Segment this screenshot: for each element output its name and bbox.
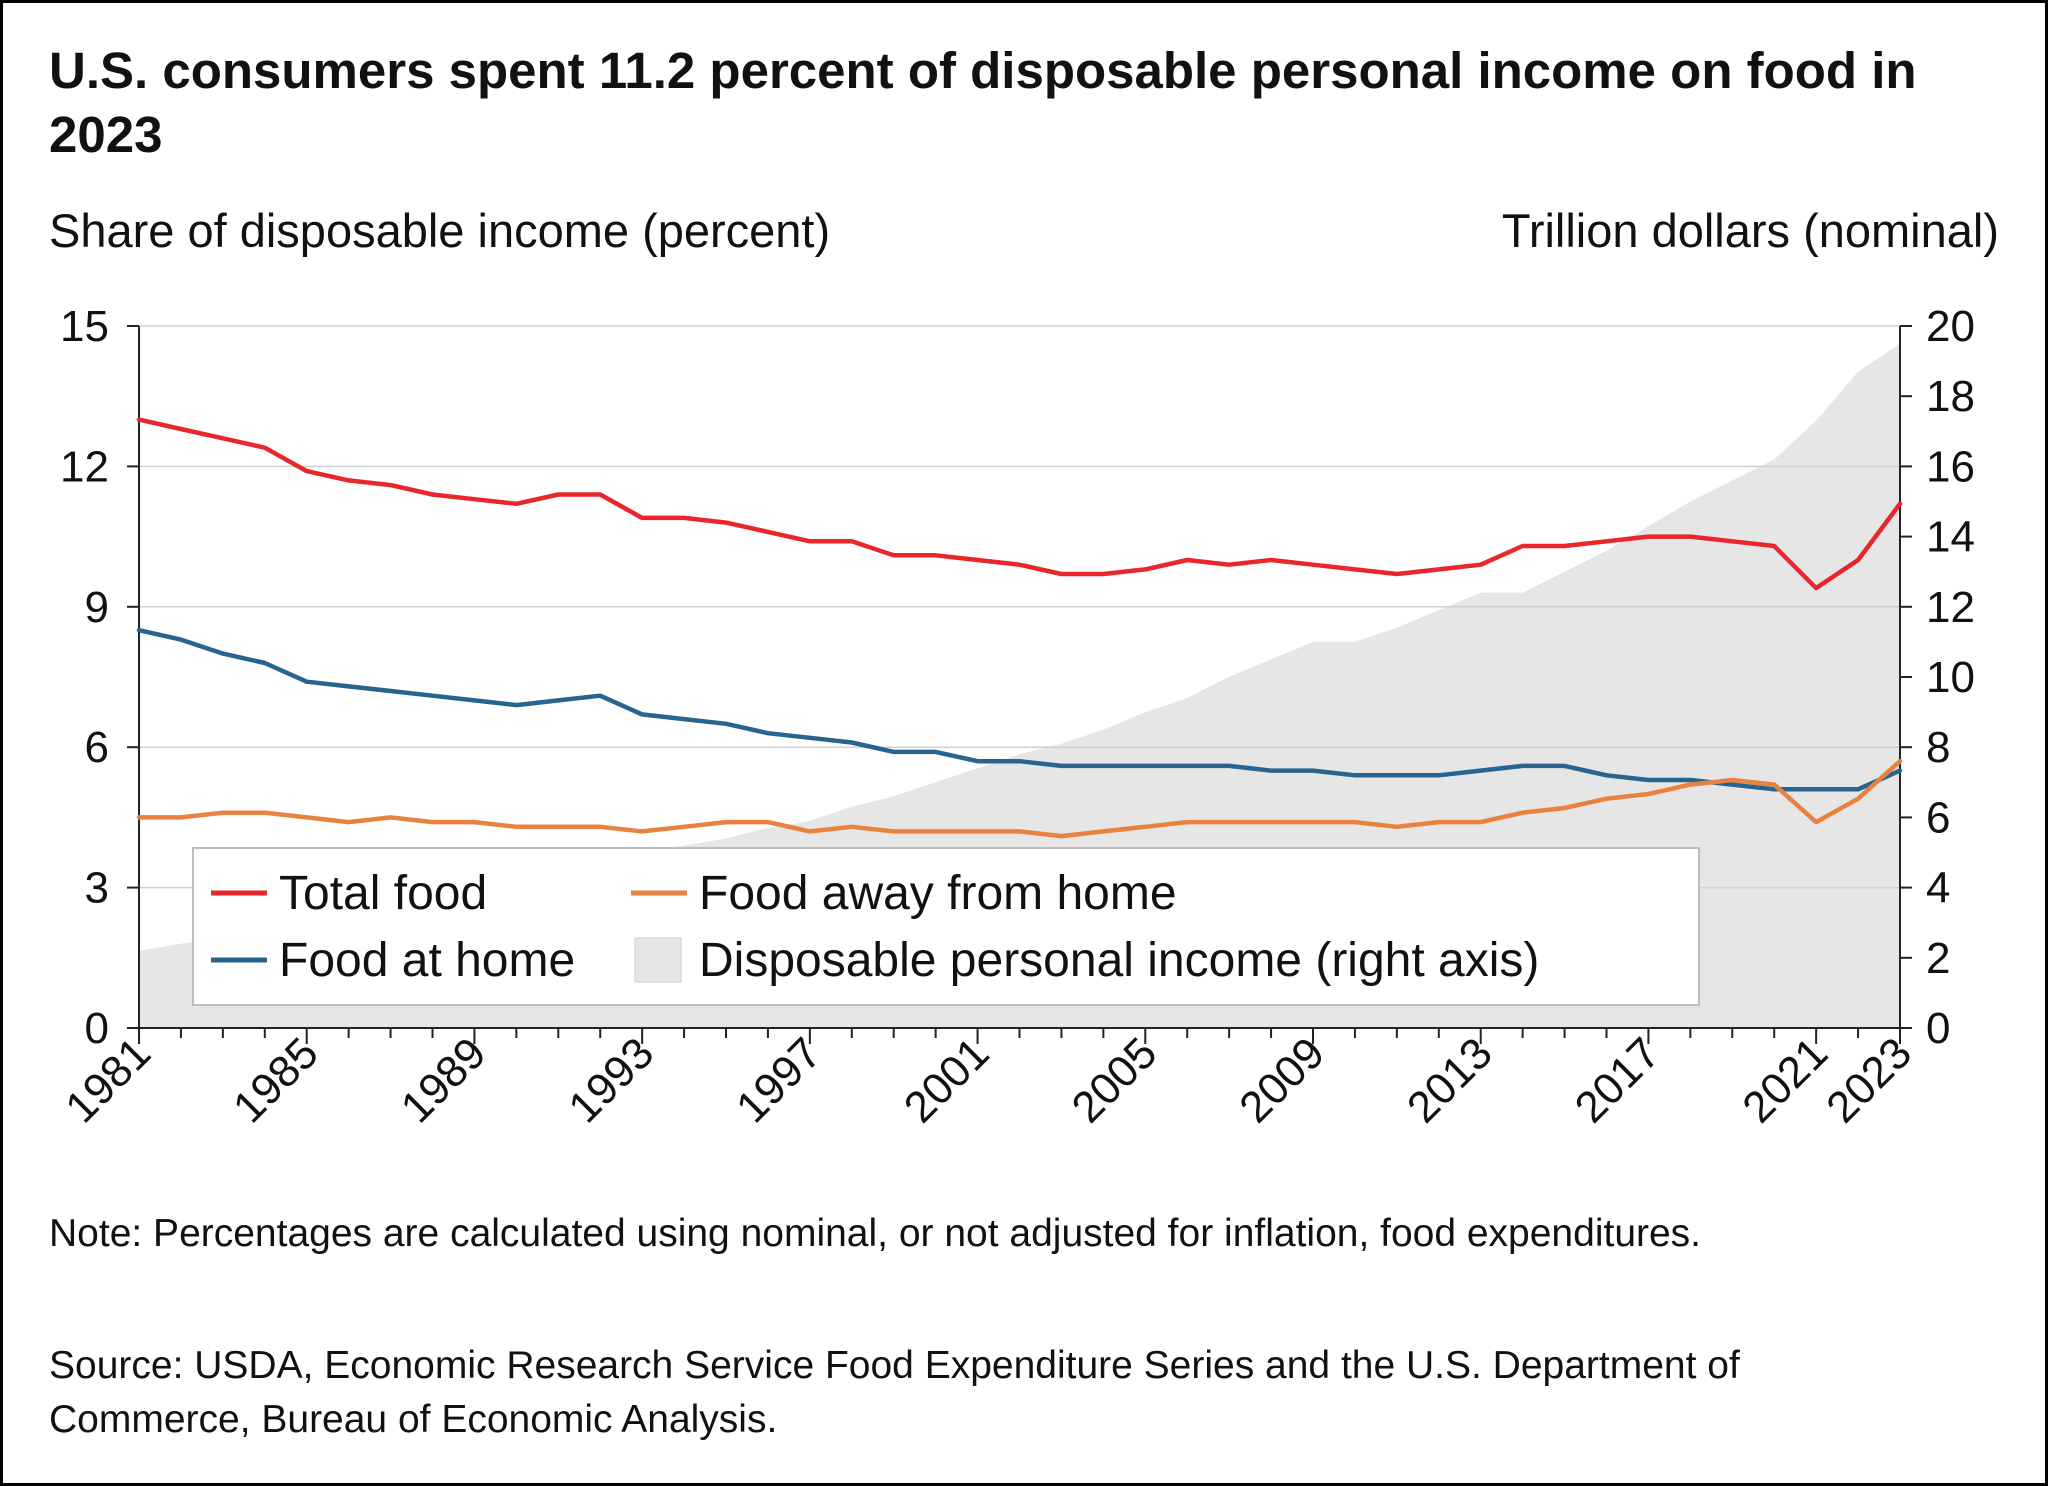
x-tick-label: 2005 <box>1062 1028 1166 1132</box>
right-axis-title: Trillion dollars (nominal) <box>1501 204 1999 257</box>
lines-layer <box>136 417 1903 839</box>
legend-label-total-food: Total food <box>279 867 487 920</box>
x-tick-label: 1993 <box>559 1028 663 1132</box>
left-axis-title: Share of disposable income (percent) <box>49 204 831 257</box>
left-tick-label: 6 <box>85 723 109 772</box>
x-tick-label: 1989 <box>392 1028 496 1132</box>
left-tick-label: 0 <box>85 1004 109 1053</box>
x-tick-label: 2017 <box>1566 1028 1670 1132</box>
right-tick-label: 6 <box>1926 793 1950 842</box>
left-tick-label: 12 <box>60 442 109 491</box>
chart-note: Note: Percentages are calculated using n… <box>49 1212 1702 1255</box>
legend-label-food-away-from-home: Food away from home <box>699 867 1177 920</box>
right-tick-label: 16 <box>1926 442 1975 491</box>
right-tick-label: 20 <box>1926 302 1975 351</box>
legend-box <box>192 847 1700 1006</box>
x-tick-label: 2021 <box>1733 1028 1837 1132</box>
chart-title: U.S. consumers spent 11.2 percent of dis… <box>49 42 1917 163</box>
line-series-food-at-home <box>136 627 1903 792</box>
legend-label-disposable-personal-income-right-axis: Disposable personal income (right axis) <box>699 934 1539 987</box>
right-tick-label: 8 <box>1926 723 1950 772</box>
left-tick-label: 3 <box>85 864 109 913</box>
right-tick-label: 0 <box>1926 1004 1950 1053</box>
left-tick-label: 15 <box>60 302 109 351</box>
x-tick-label: 2009 <box>1230 1028 1334 1132</box>
right-tick-label: 18 <box>1926 372 1975 421</box>
x-tick-label: 2013 <box>1398 1028 1502 1132</box>
right-tick-label: 4 <box>1926 864 1950 913</box>
right-tick-label: 2 <box>1926 934 1950 983</box>
chart-legend: Total food Food away from home Food at hom… <box>192 847 1700 1006</box>
line-series-total-food <box>136 417 1903 591</box>
right-tick-label: 12 <box>1926 583 1975 632</box>
x-tick-label: 2023 <box>1817 1028 1921 1132</box>
x-tick-label: 1985 <box>224 1028 328 1132</box>
left-tick-label: 9 <box>85 583 109 632</box>
legend-swatch-disposable-personal-income-right-axis <box>634 937 682 983</box>
right-tick-label: 10 <box>1926 653 1975 702</box>
chart-source: Source: USDA, Economic Research Service … <box>49 1344 1740 1441</box>
line-series-food-away-from-home <box>136 758 1903 839</box>
x-tick-label: 2001 <box>895 1028 999 1132</box>
x-tick-label: 1997 <box>727 1028 831 1132</box>
right-tick-label: 14 <box>1926 513 1975 562</box>
legend-label-food-at-home: Food at home <box>279 934 575 987</box>
